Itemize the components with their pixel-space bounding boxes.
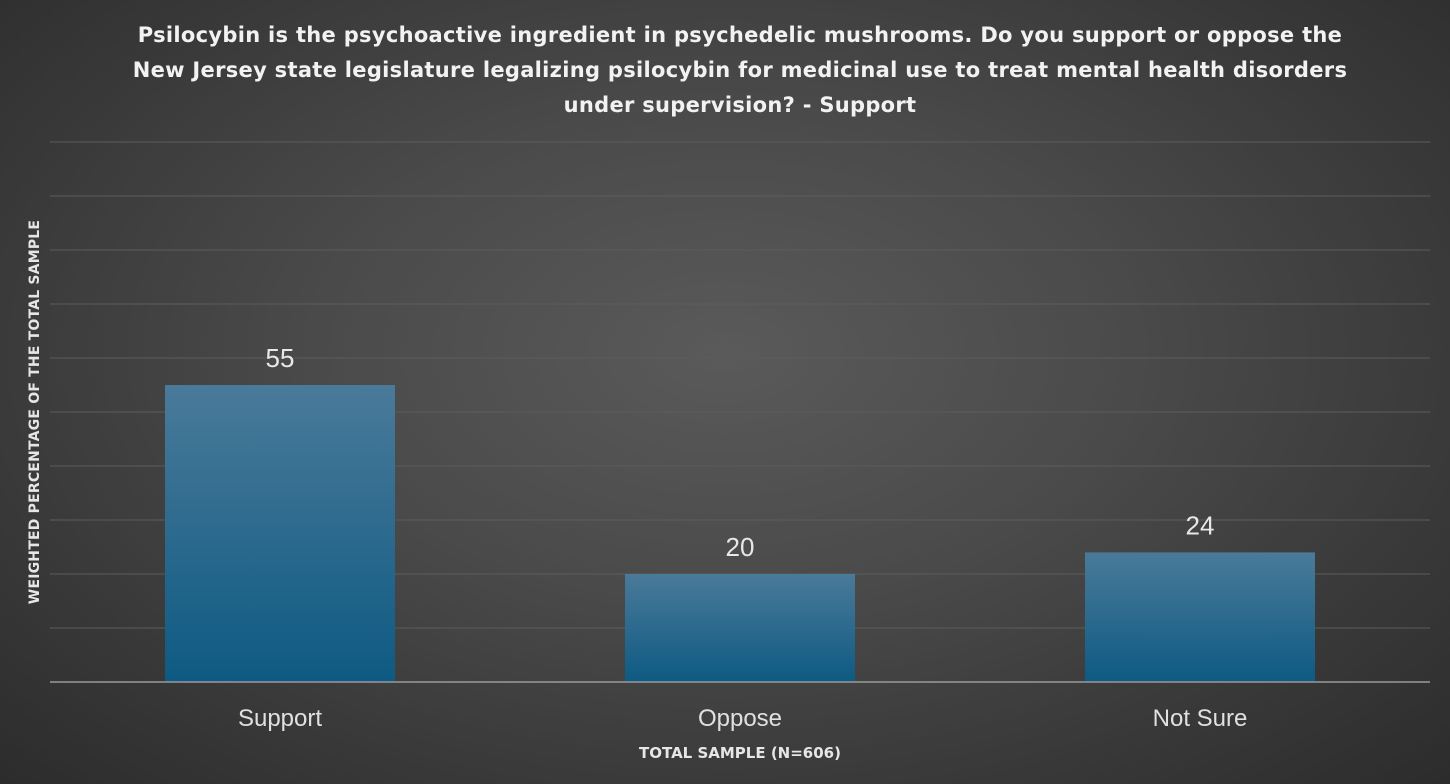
bar-support	[165, 385, 395, 682]
bar-not-sure	[1085, 552, 1315, 682]
data-label: 24	[1186, 510, 1215, 540]
data-labels: 55 20 24	[266, 343, 1215, 562]
chart-title: Psilocybin is the psychoactive ingredien…	[132, 23, 1348, 117]
x-tick-labels: Support Oppose Not Sure	[238, 705, 1247, 732]
bars	[165, 385, 1315, 682]
x-axis-label: TOTAL SAMPLE (N=606)	[639, 744, 841, 762]
x-tick-label: Support	[238, 705, 322, 732]
bar-oppose	[625, 574, 855, 682]
data-label: 20	[726, 532, 755, 562]
x-tick-label: Oppose	[698, 705, 782, 732]
data-label: 55	[266, 343, 295, 373]
x-tick-label: Not Sure	[1153, 705, 1248, 732]
